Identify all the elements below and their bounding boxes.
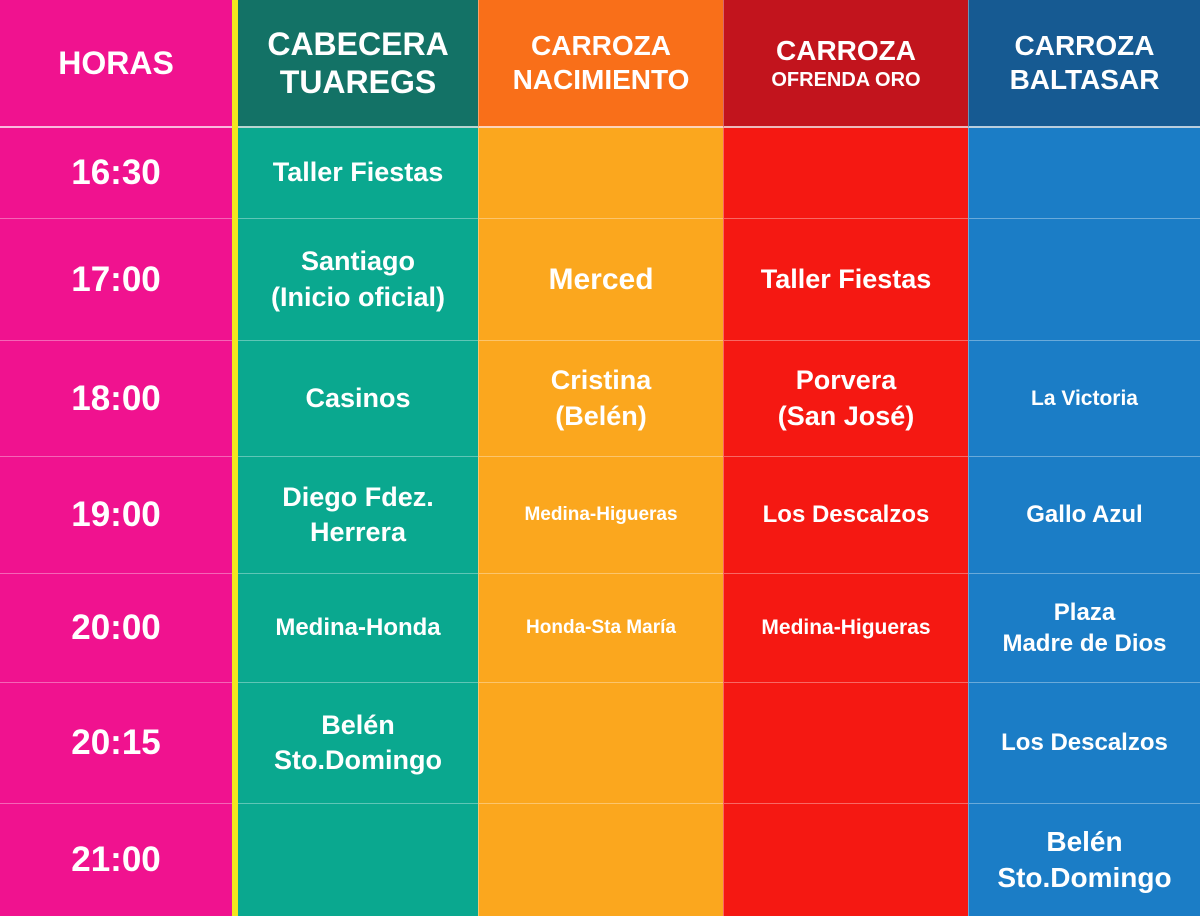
baltasar-cell: Plaza Madre de Dios — [968, 573, 1200, 682]
baltasar-cell: Belén Sto.Domingo — [968, 803, 1200, 916]
cabecera-cell: Casinos — [238, 340, 478, 456]
hour-cell: 18:00 — [0, 340, 232, 456]
hour-cell: 20:15 — [0, 682, 232, 803]
ofrenda-cell: Porvera (San José) — [723, 340, 968, 456]
baltasar-cell — [968, 218, 1200, 340]
header-nacimiento: CARROZA NACIMIENTO — [478, 0, 723, 128]
cabecera-cell: Santiago (Inicio oficial) — [238, 218, 478, 340]
header-cabecera-line2: TUAREGS — [279, 64, 437, 100]
nacimiento-cell: Honda-Sta María — [478, 573, 723, 682]
nacimiento-cell — [478, 682, 723, 803]
cabecera-cell — [238, 803, 478, 916]
nacimiento-cell: Medina-Higueras — [478, 456, 723, 573]
header-hours-label: HORAS — [58, 44, 174, 81]
header-ofrenda-line1: CARROZA — [776, 35, 916, 67]
baltasar-cell: Los Descalzos — [968, 682, 1200, 803]
hour-cell: 17:00 — [0, 218, 232, 340]
header-baltasar-line1: CARROZA — [1014, 30, 1155, 62]
header-cabecera: CABECERA TUAREGS — [238, 0, 478, 128]
header-ofrenda-line2: OFRENDA ORO — [771, 68, 921, 91]
ofrenda-cell — [723, 803, 968, 916]
cabecera-cell: Diego Fdez. Herrera — [238, 456, 478, 573]
cabecera-cell: Medina-Honda — [238, 573, 478, 682]
header-ofrenda: CARROZA OFRENDA ORO — [723, 0, 968, 128]
ofrenda-cell: Medina-Higueras — [723, 573, 968, 682]
header-baltasar-line2: BALTASAR — [1009, 64, 1160, 95]
nacimiento-cell: Merced — [478, 218, 723, 340]
nacimiento-cell — [478, 128, 723, 218]
ofrenda-cell: Taller Fiestas — [723, 218, 968, 340]
nacimiento-cell: Cristina (Belén) — [478, 340, 723, 456]
nacimiento-cell — [478, 803, 723, 916]
hour-cell: 16:30 — [0, 128, 232, 218]
header-nacimiento-line2: NACIMIENTO — [512, 64, 690, 95]
header-nacimiento-line1: CARROZA — [531, 30, 671, 62]
cabecera-cell: Belén Sto.Domingo — [238, 682, 478, 803]
header-hours: HORAS — [0, 0, 232, 128]
ofrenda-cell — [723, 128, 968, 218]
hour-cell: 20:00 — [0, 573, 232, 682]
hour-cell: 21:00 — [0, 803, 232, 916]
ofrenda-cell — [723, 682, 968, 803]
header-cabecera-line1: CABECERA — [267, 25, 449, 62]
baltasar-cell: Gallo Azul — [968, 456, 1200, 573]
baltasar-cell: La Victoria — [968, 340, 1200, 456]
baltasar-cell — [968, 128, 1200, 218]
header-baltasar: CARROZA BALTASAR — [968, 0, 1200, 128]
hour-cell: 19:00 — [0, 456, 232, 573]
ofrenda-cell: Los Descalzos — [723, 456, 968, 573]
column-divider — [232, 0, 238, 916]
cabecera-cell: Taller Fiestas — [238, 128, 478, 218]
